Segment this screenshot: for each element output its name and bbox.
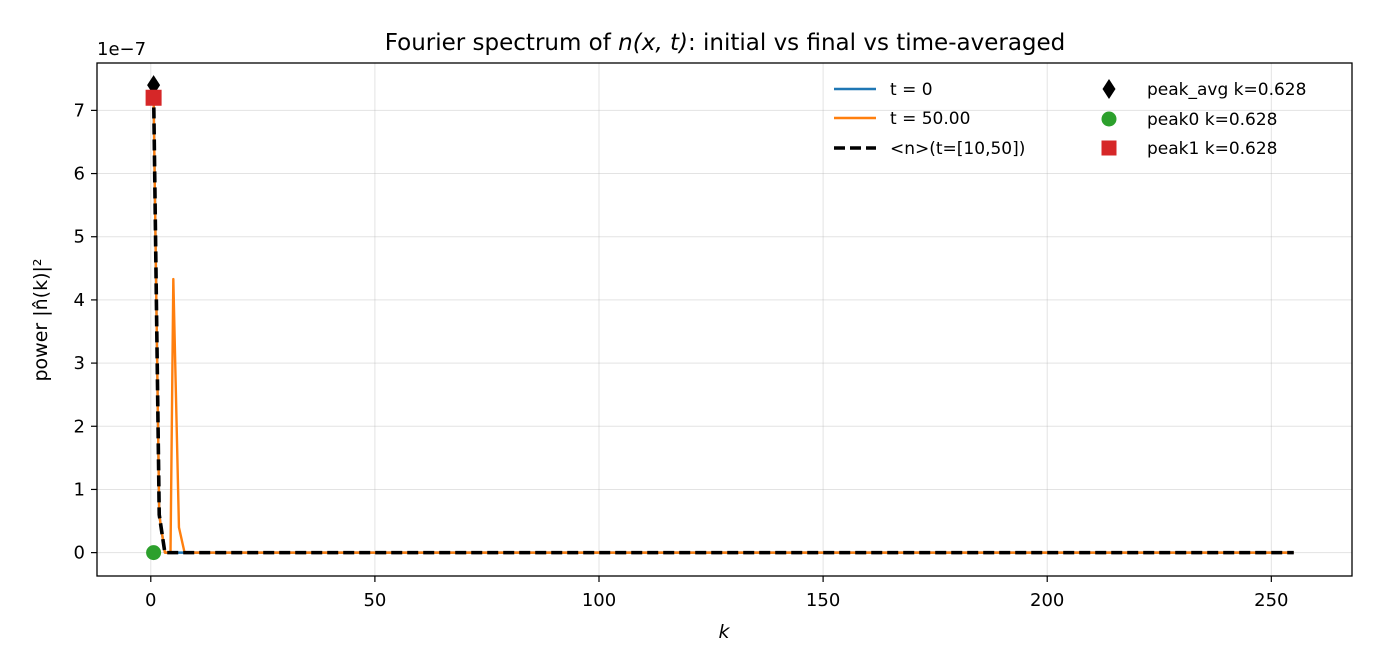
legend-item-t50: t = 50.00 — [834, 109, 970, 129]
y-scale-offset: 1e−7 — [97, 39, 146, 60]
chart-title: Fourier spectrum of n(x, t): initial vs … — [385, 30, 1066, 56]
x-tick-label: 200 — [1030, 590, 1064, 611]
plot-area — [97, 63, 1352, 576]
legend-circle-icon — [1101, 111, 1117, 127]
x-axis-label: k — [718, 621, 730, 643]
legend-item-t0: t = 0 — [834, 80, 933, 100]
y-axis-label: power |n̂(k)|² — [30, 258, 52, 381]
series-line-t50 — [152, 97, 1294, 554]
legend-label-peak-avg: peak_avg k=0.628 — [1147, 80, 1306, 100]
y-ticks: 0 1 2 3 4 5 6 7 — [74, 100, 97, 564]
x-tick-label: 0 — [145, 590, 156, 611]
legend-square-icon — [1101, 140, 1117, 156]
series-layer — [151, 91, 1294, 555]
legend-item-peak0: peak0 k=0.628 — [1101, 110, 1278, 130]
legend-label-peak1: peak1 k=0.628 — [1147, 139, 1278, 159]
legend-item-avg: <n>(t=[10,50]) — [834, 139, 1025, 159]
x-tick-label: 250 — [1254, 590, 1288, 611]
peak0-marker — [146, 545, 162, 561]
x-ticks: 0 50 100 150 200 250 — [145, 576, 1289, 611]
y-tick-label: 0 — [74, 543, 85, 564]
x-tick-label: 50 — [363, 590, 386, 611]
axes-frame — [96, 62, 1353, 577]
legend: t = 0 t = 50.00 <n>(t=[10,50]) peak_avg … — [834, 79, 1306, 159]
y-tick-label: 3 — [74, 353, 85, 374]
y-tick-label: 1 — [74, 479, 85, 500]
legend-label-peak0: peak0 k=0.628 — [1147, 110, 1278, 130]
series-line-avg — [151, 91, 1294, 555]
y-tick-label: 6 — [74, 164, 85, 185]
y-tick-label: 2 — [74, 416, 85, 437]
y-tick-label: 5 — [74, 227, 85, 248]
y-tick-label: 7 — [74, 100, 85, 121]
y-tick-label: 4 — [74, 290, 85, 311]
legend-label-t0: t = 0 — [890, 80, 933, 100]
peak1-marker — [145, 89, 162, 106]
legend-item-peak1: peak1 k=0.628 — [1101, 139, 1278, 159]
legend-diamond-icon — [1102, 79, 1116, 99]
legend-item-peak-avg: peak_avg k=0.628 — [1102, 79, 1306, 100]
marker-layer — [145, 75, 162, 561]
legend-label-t50: t = 50.00 — [890, 109, 970, 129]
legend-label-avg: <n>(t=[10,50]) — [890, 139, 1025, 159]
x-tick-label: 150 — [806, 590, 840, 611]
x-tick-label: 100 — [582, 590, 616, 611]
